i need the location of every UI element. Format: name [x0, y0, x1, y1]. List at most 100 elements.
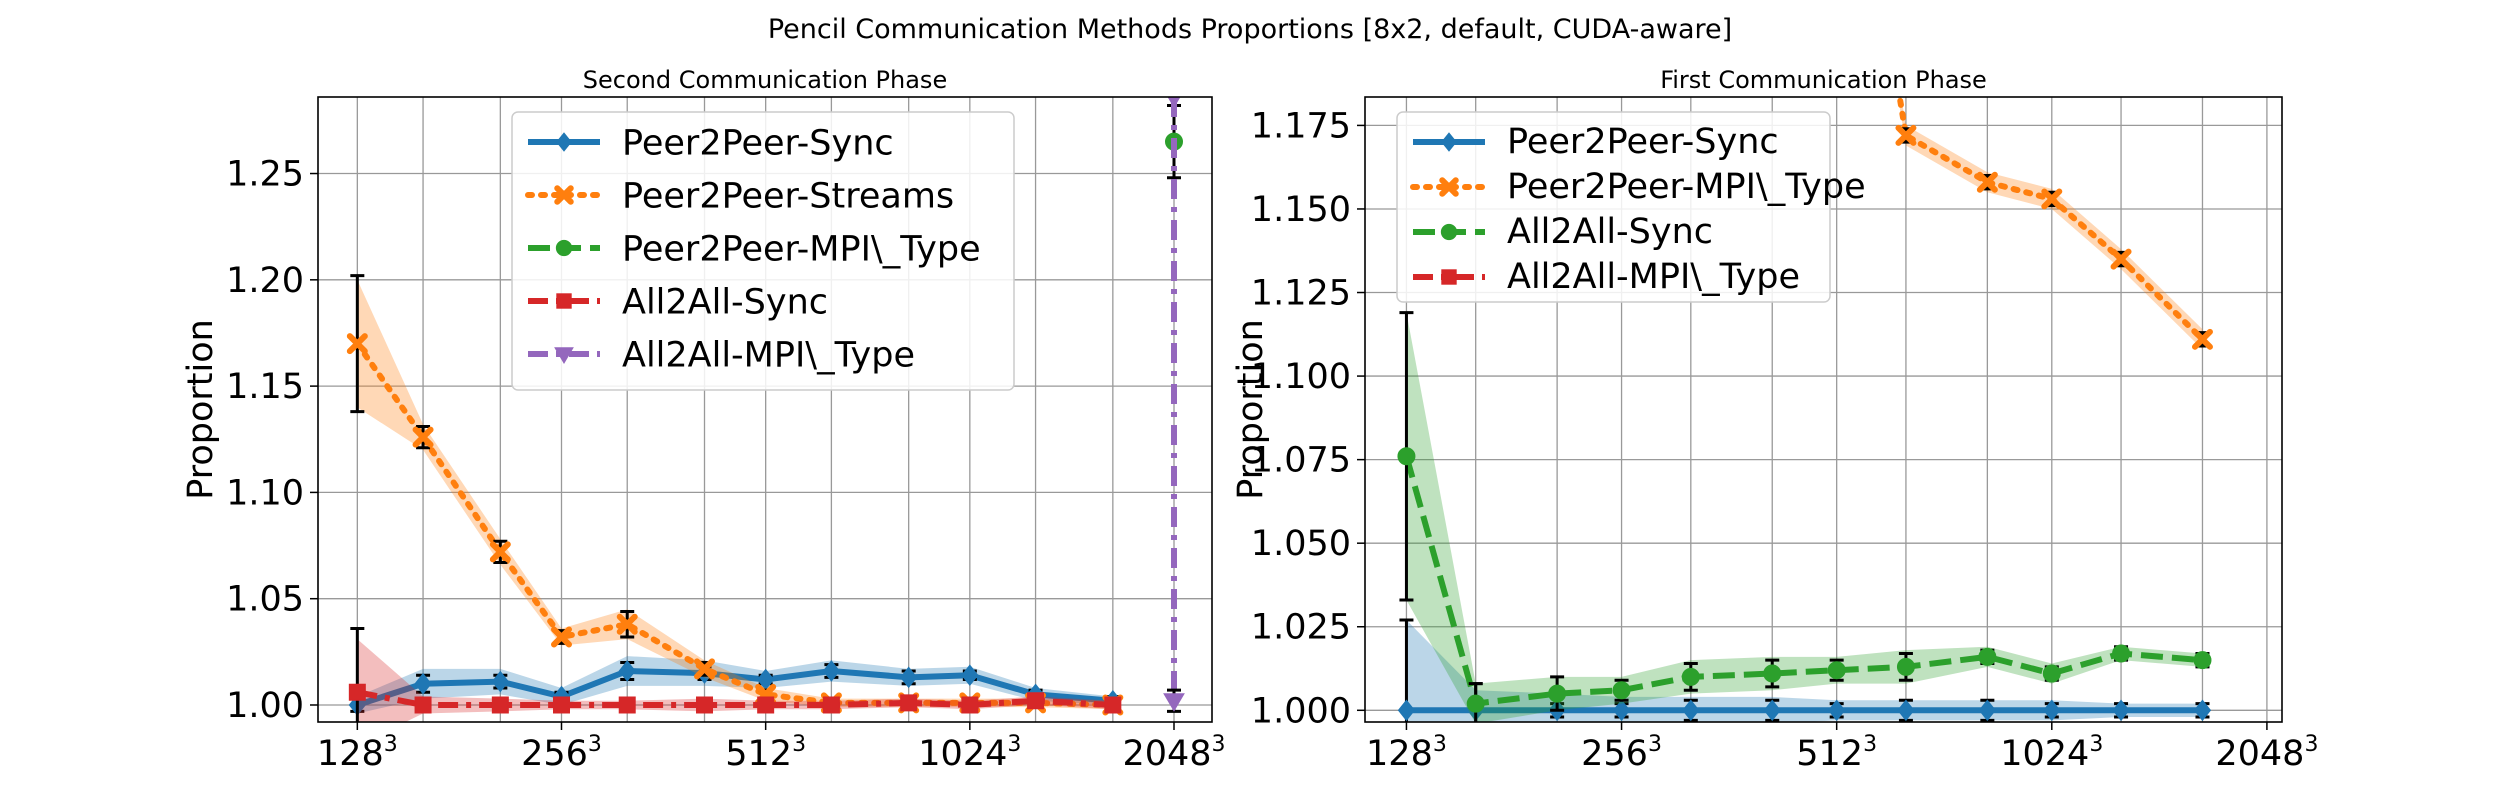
data-point	[1682, 699, 1700, 722]
y-tick-label: 1.100	[1251, 357, 1351, 397]
data-point	[1897, 699, 1915, 722]
y-tick-label: 1.125	[1251, 274, 1351, 314]
data-point	[348, 683, 366, 701]
legend-label: All2All-MPI\_Type	[622, 335, 915, 375]
legend-box	[1396, 111, 1831, 303]
y-tick-label: 1.075	[1251, 441, 1351, 481]
data-point	[412, 426, 434, 448]
data-point	[552, 696, 570, 714]
data-point	[1828, 699, 1846, 722]
data-point	[1976, 171, 1998, 193]
series-all2all-mpi-type	[1163, 97, 1185, 713]
data-point	[2041, 188, 2063, 210]
data-point	[1827, 661, 1846, 680]
legend: Peer2Peer-Sync Peer2Peer-MPI\_Type All2All…	[1396, 111, 1866, 303]
data-point	[414, 696, 432, 714]
series-line	[356, 667, 1114, 708]
confidence-band	[357, 639, 1113, 722]
confidence-band	[1406, 620, 2203, 722]
y-tick-label: 1.25	[226, 155, 304, 195]
legend-marker	[556, 293, 572, 309]
series-all2all-sync	[1397, 311, 2212, 722]
panel-second-phase: Second Communication Phase 1.00 1.05 1.10 1.…	[181, 66, 1226, 774]
panel-title: First Communication Phase	[1660, 66, 1987, 94]
data-point	[2193, 699, 2212, 722]
series-line	[356, 689, 1114, 708]
data-point	[822, 660, 841, 682]
x-tick-label: 20483	[2215, 732, 2318, 774]
data-point	[696, 696, 714, 714]
legend-label: Peer2Peer-Sync	[1507, 122, 1779, 162]
legend-label: All2All-Sync	[622, 282, 828, 322]
confidence-band	[1897, 97, 2203, 350]
data-point	[2191, 328, 2213, 350]
data-point	[618, 696, 636, 714]
y-tick-label: 1.175	[1251, 106, 1351, 146]
x-tick-label: 10243	[2000, 732, 2103, 774]
data-point	[900, 694, 918, 712]
data-point	[1896, 657, 1915, 676]
legend-marker	[556, 132, 572, 152]
x-tick-label: 2563	[1581, 732, 1662, 774]
data-point	[2042, 664, 2061, 683]
series-peer2peer-mpi-type	[1895, 97, 2213, 350]
data-point	[1978, 699, 1996, 722]
data-point	[1027, 692, 1045, 710]
y-tick-label: 1.05	[226, 580, 304, 620]
data-point	[1612, 699, 1631, 722]
data-point	[1104, 696, 1122, 714]
data-point	[2043, 699, 2061, 722]
panel-first-phase: First Communication Phase 1.000 1.025 1.050…	[1231, 66, 2318, 774]
data-point	[2110, 248, 2132, 270]
x-tick-label: 5123	[1796, 732, 1877, 774]
x-tick-label: 10243	[918, 732, 1021, 774]
data-point	[1163, 693, 1185, 712]
figure-title: Pencil Communication Methods Proportions…	[768, 14, 1732, 45]
legend-marker	[1441, 132, 1457, 152]
legend-label: Peer2Peer-MPI\_Type	[622, 229, 981, 269]
data-point	[2193, 651, 2212, 670]
data-point	[550, 626, 572, 648]
legend-marker	[554, 185, 574, 205]
x-tick-label: 20483	[1122, 732, 1225, 774]
data-point	[1548, 684, 1567, 703]
data-point	[961, 696, 979, 714]
legend-label: Peer2Peer-MPI\_Type	[1507, 167, 1866, 207]
data-point	[491, 670, 509, 693]
legend-label: All2All-Sync	[1507, 212, 1713, 252]
data-point	[1466, 694, 1485, 713]
series-line	[354, 340, 1116, 708]
data-point	[757, 696, 775, 714]
data-point	[694, 658, 716, 680]
y-tick-label: 1.025	[1251, 608, 1351, 648]
data-point	[1681, 667, 1700, 686]
y-tick-label: 1.000	[1251, 691, 1351, 731]
y-tick-label: 1.00	[226, 686, 304, 726]
legend-box	[511, 111, 1015, 391]
data-point	[1978, 647, 1997, 666]
x-tick-label: 1283	[317, 732, 398, 774]
data-point	[616, 613, 638, 635]
series-line	[1896, 97, 2206, 343]
data-point	[900, 666, 918, 689]
data-point	[1763, 699, 1781, 722]
y-tick-label: 1.15	[226, 367, 304, 407]
panel-title: Second Communication Phase	[583, 66, 947, 94]
data-point	[618, 660, 636, 682]
x-tick-label: 5123	[725, 732, 806, 774]
legend-marker	[1441, 269, 1457, 285]
y-tick-label: 1.20	[226, 261, 304, 301]
legend-label: All2All-MPI\_Type	[1507, 257, 1800, 297]
data-point	[1397, 699, 1416, 722]
data-point	[491, 696, 509, 714]
data-point	[1895, 124, 1917, 146]
series-line	[1403, 455, 2203, 707]
legend-marker	[1439, 177, 1459, 197]
data-point	[1763, 664, 1782, 683]
y-axis-label: Proportion	[1231, 319, 1271, 500]
x-tick-label: 2563	[521, 732, 602, 774]
y-axis-label: Proportion	[181, 319, 221, 500]
data-point	[1167, 97, 1181, 108]
plot-area	[346, 97, 1185, 722]
